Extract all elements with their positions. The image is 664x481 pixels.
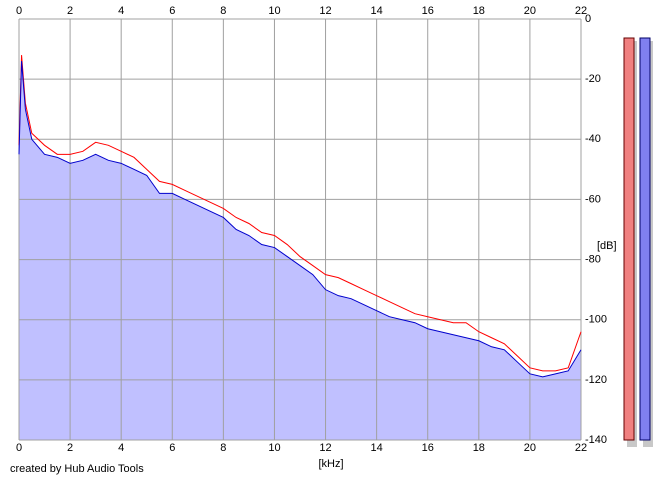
level-meters: [623, 37, 653, 447]
x-tick-label-top: 20: [524, 5, 536, 17]
y-tick-label: -100: [585, 314, 607, 326]
x-tick-label-top: 4: [118, 5, 124, 17]
x-tick-label-top: 12: [319, 5, 331, 17]
x-tick-label-top: 14: [371, 5, 383, 17]
x-tick-label-top: 2: [67, 5, 73, 17]
x-tick-label: 14: [371, 442, 383, 454]
x-tick-label: 2: [67, 442, 73, 454]
y-tick-label: -80: [585, 253, 601, 265]
y-tick-label: 0: [585, 13, 591, 25]
x-tick-label: 4: [118, 442, 124, 454]
right-meter: [639, 37, 651, 441]
x-tick-label: 10: [268, 442, 280, 454]
x-tick-label-top: 22: [575, 5, 587, 17]
x-tick-label: 16: [422, 442, 434, 454]
x-tick-label: 22: [575, 442, 587, 454]
x-axis-label: [kHz]: [318, 458, 343, 470]
footer: created by Hub Audio Tools: [10, 463, 144, 475]
x-tick-label: 8: [220, 442, 226, 454]
x-tick-label-top: 10: [268, 5, 280, 17]
y-axis-label: [dB]: [597, 240, 617, 252]
x-tick-label: 18: [473, 442, 485, 454]
y-tick-label: -40: [585, 133, 601, 145]
x-tick-label-top: 18: [473, 5, 485, 17]
y-tick-label: -140: [585, 434, 607, 446]
spectrum-line: [18, 55, 582, 372]
spectrum-line: [18, 61, 582, 378]
x-tick-label: 0: [16, 442, 22, 454]
x-tick-label-top: 0: [16, 5, 22, 17]
x-tick-label: 12: [319, 442, 331, 454]
y-tick-label: -120: [585, 374, 607, 386]
x-tick-label-top: 6: [169, 5, 175, 17]
y-tick-label: -20: [585, 73, 601, 85]
y-tick-label: -60: [585, 193, 601, 205]
x-tick-label: 20: [524, 442, 536, 454]
spectrum-area: [19, 61, 581, 440]
x-tick-label-top: 8: [220, 5, 226, 17]
left-meter: [623, 37, 635, 441]
x-tick-label-top: 16: [422, 5, 434, 17]
x-tick-label: 6: [169, 442, 175, 454]
